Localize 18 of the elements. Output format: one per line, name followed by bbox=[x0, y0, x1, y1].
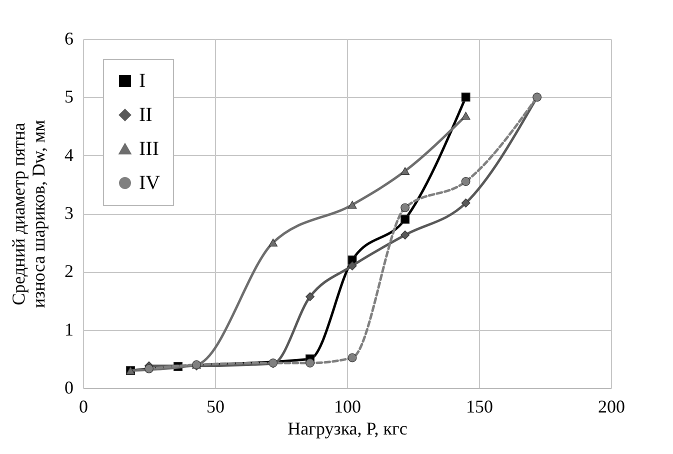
y-tick-label: 1 bbox=[64, 319, 74, 340]
y-tick-label: 2 bbox=[64, 261, 74, 282]
legend-label: I bbox=[139, 70, 146, 92]
x-axis-title: Нагрузка, P, кгс bbox=[288, 418, 408, 438]
x-tick-label: 200 bbox=[598, 396, 625, 416]
legend-label: III bbox=[139, 138, 159, 160]
legend-label: IV bbox=[139, 172, 161, 194]
y-tick-label: 6 bbox=[64, 28, 74, 48]
x-tick-label: 0 bbox=[79, 396, 88, 416]
y-tick-label: 3 bbox=[64, 203, 74, 223]
y-axis-title: Средний диаметр пятна износа шариков, Dw, мм bbox=[8, 120, 48, 308]
x-tick-label: 100 bbox=[334, 396, 361, 416]
x-tick-label: 50 bbox=[206, 396, 224, 416]
legend-label: II bbox=[139, 104, 152, 126]
y-tick-label: 4 bbox=[64, 144, 74, 165]
y-tick-label: 5 bbox=[64, 86, 74, 107]
x-tick-label: 150 bbox=[466, 396, 493, 416]
y-tick-label: 0 bbox=[64, 378, 74, 398]
